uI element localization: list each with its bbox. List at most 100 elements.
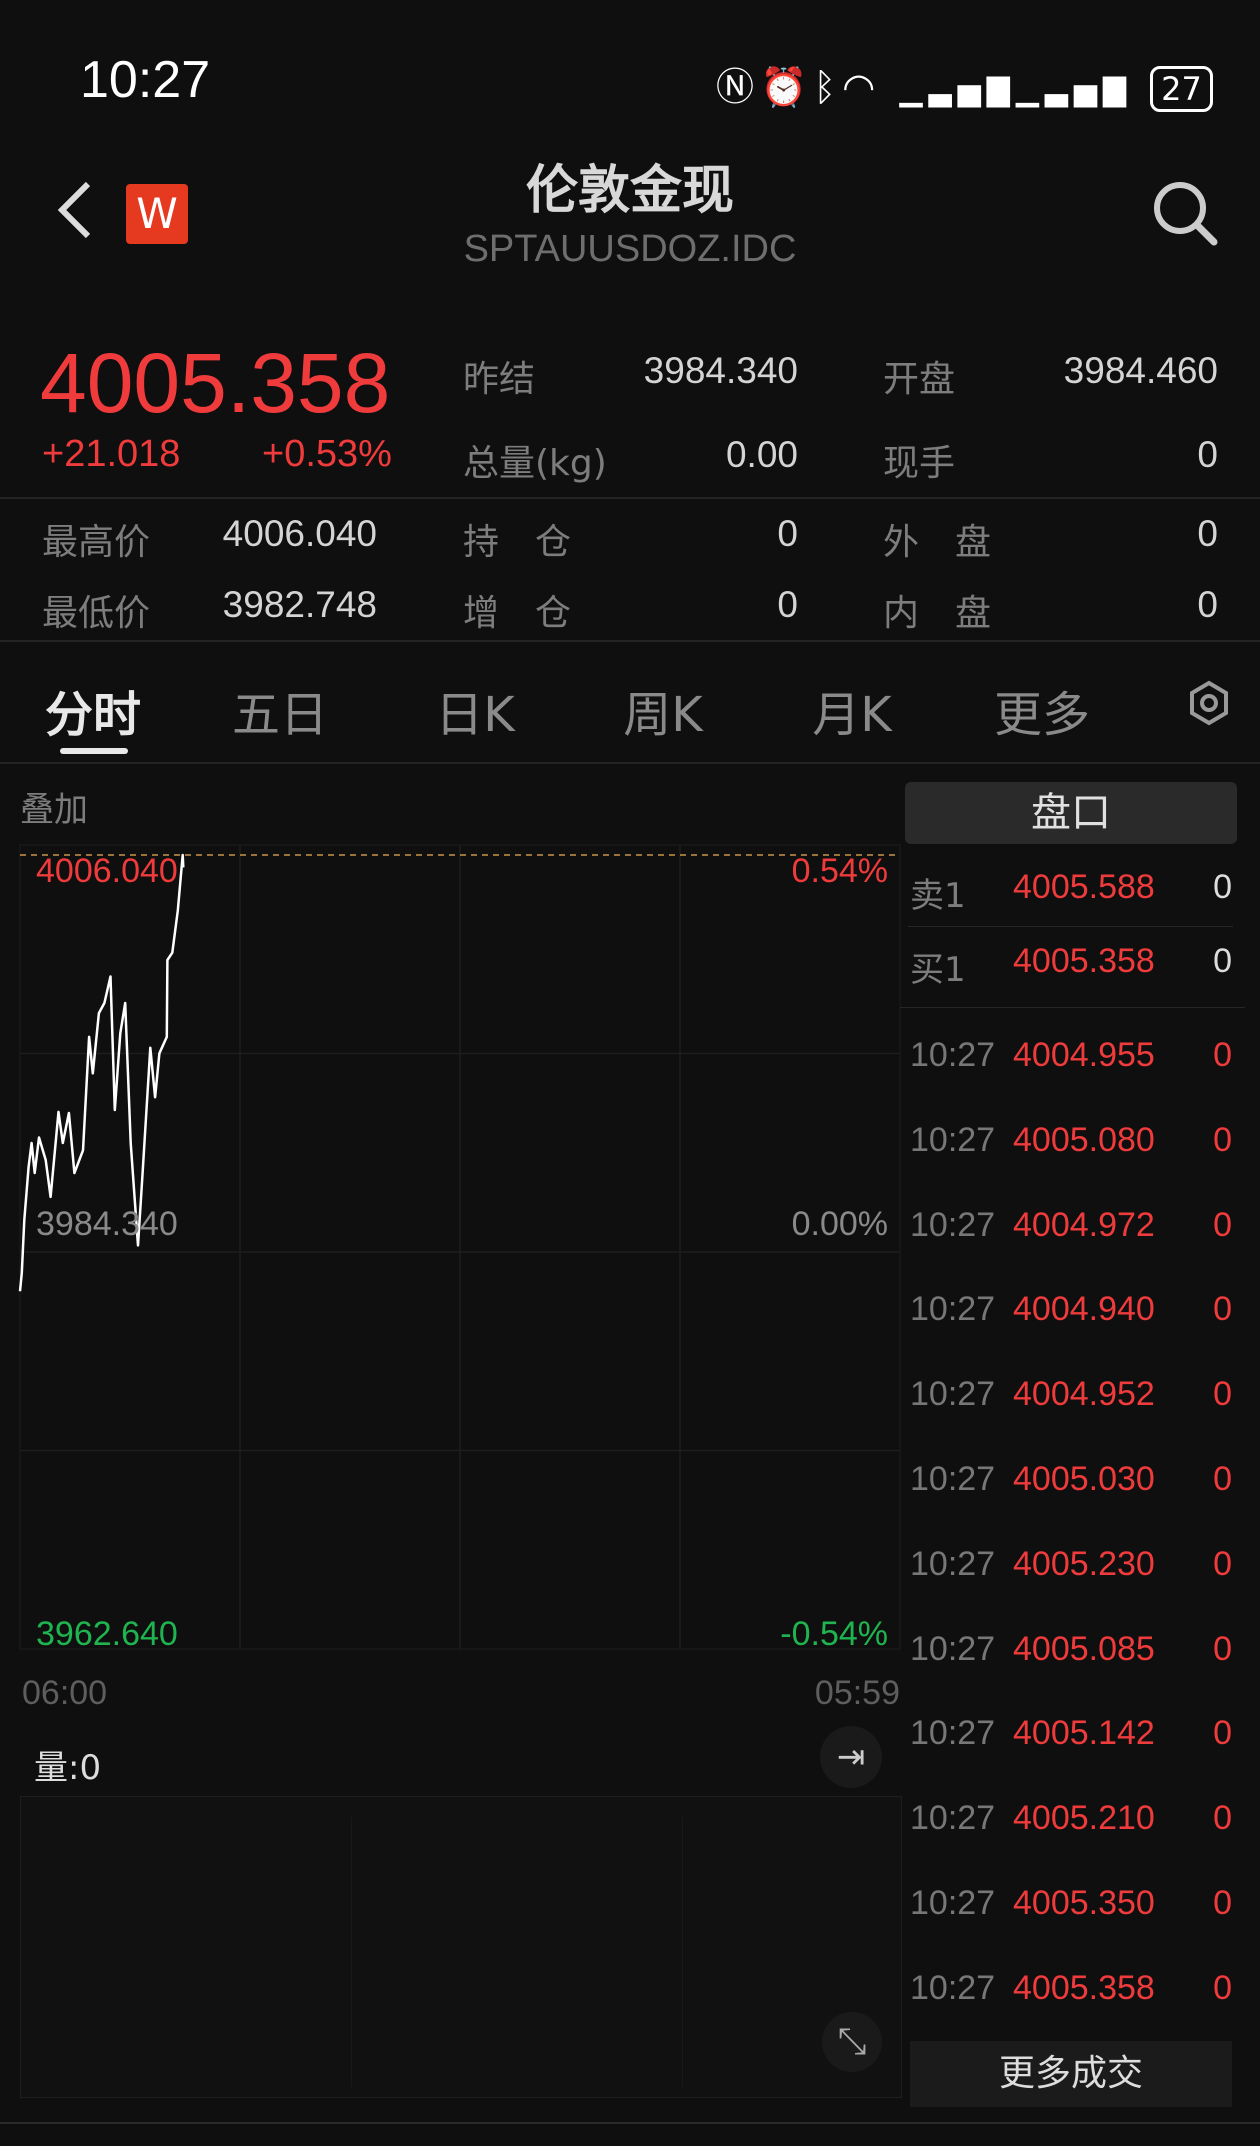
page-title: 伦敦金现	[525, 161, 734, 221]
bluetooth-icon: ᛒ	[813, 65, 843, 109]
trade-row: 10:27 4004.955 0	[906, 1036, 1236, 1086]
intraday-chart[interactable]	[0, 830, 905, 1680]
trade-price: 4005.080	[1013, 1120, 1155, 1159]
pct-label-mid: 0.00%	[791, 1205, 888, 1243]
ask-price: 4005.588	[1013, 868, 1155, 906]
tab-active-indicator	[60, 748, 128, 754]
search-icon	[1154, 182, 1218, 246]
trade-time: 10:27	[910, 1968, 996, 2007]
price-change: +21.018	[42, 433, 181, 475]
nfc-icon: Ⓝ	[716, 65, 761, 109]
pct-label-high: 0.54%	[791, 852, 888, 890]
bid-price: 4005.358	[1013, 942, 1155, 980]
stat-label: 最高价	[42, 522, 151, 563]
more-trades-button[interactable]: 更多成交	[910, 2041, 1232, 2107]
volume-label: 量:0	[34, 1748, 102, 1788]
trade-row: 10:27 4005.230 0	[906, 1545, 1236, 1595]
alarm-icon: ⏰	[760, 65, 814, 109]
y-label-high: 4006.040	[36, 852, 178, 890]
signal-icon: ▁▃▅▇	[1015, 73, 1133, 108]
stat-value: 0.00	[725, 434, 798, 475]
trade-row: 10:27 4004.940 0	[906, 1290, 1236, 1340]
stat-value: 0	[1197, 584, 1218, 625]
trade-price: 4005.230	[1013, 1544, 1155, 1583]
jump-to-latest-button[interactable]: ⇥	[820, 1726, 882, 1788]
grid-line	[351, 1817, 352, 2087]
battery-icon: 27	[1150, 66, 1213, 112]
y-label-low: 3962.640	[36, 1615, 178, 1653]
divider	[0, 640, 1260, 642]
trade-row: 10:27 4005.350 0	[906, 1884, 1236, 1934]
price-line	[18, 853, 185, 1292]
trade-price: 4005.085	[1013, 1629, 1155, 1668]
y-label-mid: 3984.340	[36, 1205, 178, 1243]
stat-value: 0	[777, 584, 798, 625]
trade-price: 4005.358	[1013, 1968, 1155, 2007]
search-button[interactable]	[1150, 178, 1220, 248]
trade-row: 10:27 4005.210 0	[906, 1799, 1236, 1849]
trade-time: 10:27	[910, 1544, 996, 1583]
trade-time: 10:27	[910, 1714, 996, 1753]
bid-label: 买1	[910, 950, 966, 990]
order-book-tab[interactable]: 盘口	[905, 782, 1237, 844]
status-time: 10:27	[80, 51, 211, 109]
expand-icon: ⤡	[837, 2021, 867, 2062]
trade-row: 10:27 4004.972 0	[906, 1206, 1236, 1256]
trade-row: 10:27 4005.142 0	[906, 1714, 1236, 1764]
stat-value: 4006.040	[222, 513, 377, 554]
divider	[0, 2122, 1260, 2124]
volume-chart	[20, 1796, 902, 2098]
trade-volume: 0	[1213, 1205, 1232, 1244]
status-icons: Ⓝ⏰ᛒ◠ ▁▃▅▇▁▃▅▇ 27	[716, 56, 1213, 112]
trade-row: 10:27 4005.085 0	[906, 1630, 1236, 1680]
trade-row: 10:27 4005.080 0	[906, 1121, 1236, 1171]
x-label-start: 06:00	[22, 1674, 108, 1712]
back-button[interactable]	[56, 180, 92, 240]
ask-label: 卖1	[910, 876, 966, 916]
fullscreen-button[interactable]: ⤡	[822, 2012, 882, 2072]
divider	[908, 926, 1233, 927]
wifi-icon: ◠	[842, 65, 882, 109]
trade-price: 4005.142	[1013, 1714, 1155, 1753]
tab-daily-k[interactable]: 日K	[435, 687, 515, 743]
stat-label: 内 盘	[883, 593, 992, 634]
trade-time: 10:27	[910, 1629, 996, 1668]
stat-value: 3984.340	[643, 350, 798, 391]
trade-volume: 0	[1213, 1968, 1232, 2007]
ask-row: 卖1 4005.588 0	[906, 868, 1236, 918]
stat-value: 0	[1197, 434, 1218, 475]
trade-time: 10:27	[910, 1120, 996, 1159]
app-logo: W	[126, 184, 188, 244]
stat-label: 昨结	[463, 359, 536, 400]
trade-time: 10:27	[910, 1290, 996, 1329]
arrow-to-end-icon: ⇥	[836, 1737, 866, 1777]
trade-time: 10:27	[910, 1460, 996, 1498]
pct-label-low: -0.54%	[780, 1615, 888, 1653]
bid-volume: 0	[1213, 942, 1232, 980]
divider	[0, 762, 1260, 764]
trade-price: 4004.940	[1013, 1290, 1155, 1329]
signal-icon: ▁▃▅▇	[899, 73, 1016, 108]
chart-settings-button[interactable]	[1186, 680, 1232, 726]
trade-price: 4004.955	[1013, 1036, 1155, 1074]
tab-monthly-k[interactable]: 月K	[812, 687, 892, 743]
stat-value: 0	[777, 513, 798, 554]
stat-label: 开盘	[883, 359, 956, 400]
overlay-button[interactable]: 叠加	[20, 790, 88, 830]
tab-five-day[interactable]: 五日	[231, 687, 329, 743]
trade-price: 4004.972	[1013, 1205, 1155, 1244]
ask-volume: 0	[1213, 868, 1232, 906]
symbol-code: SPTAUUSDOZ.IDC	[463, 228, 797, 270]
trade-volume: 0	[1213, 1375, 1232, 1414]
trade-time: 10:27	[910, 1884, 996, 1922]
tab-intraday[interactable]: 分时	[44, 687, 142, 743]
trade-price: 4005.350	[1013, 1884, 1155, 1922]
trade-price: 4005.210	[1013, 1799, 1155, 1838]
trade-volume: 0	[1213, 1799, 1232, 1838]
tab-more[interactable]: 更多	[993, 687, 1091, 743]
stat-label: 持 仓	[463, 522, 572, 563]
tab-weekly-k[interactable]: 周K	[623, 687, 703, 743]
trade-price: 4005.030	[1013, 1460, 1155, 1498]
trade-price: 4004.952	[1013, 1375, 1155, 1414]
stat-value: 3982.748	[222, 584, 377, 625]
